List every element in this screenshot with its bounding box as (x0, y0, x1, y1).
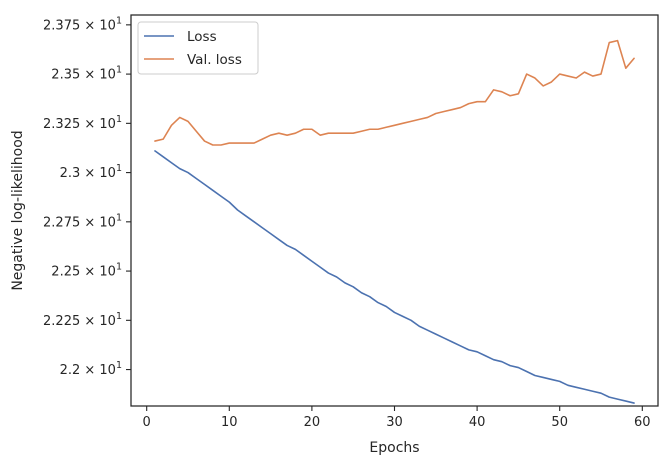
legend-box (137, 21, 259, 75)
y-tick-base: 10 (99, 117, 116, 132)
y-tick-label: 2.275 × 101 (43, 212, 122, 230)
y-tick-base: 10 (99, 314, 116, 329)
y-tick-exponent: 1 (116, 15, 122, 26)
y-tick-base: 10 (99, 363, 116, 378)
legend: Loss Val. loss (137, 21, 259, 75)
y-tick-base: 10 (99, 18, 116, 33)
y-tick-base: 10 (99, 68, 116, 83)
y-tick-times: × (84, 363, 99, 378)
series-line-val-loss (154, 39, 635, 146)
y-tick-times: × (84, 314, 99, 329)
series-line-loss (154, 150, 635, 404)
y-tick-label: 2.2 × 101 (60, 360, 122, 378)
x-tick-label: 20 (304, 415, 321, 430)
y-tick-exponent: 1 (116, 65, 122, 76)
y-tick-mantissa: 2.375 (43, 18, 84, 33)
y-tick-times: × (84, 18, 99, 33)
x-tick-label: 0 (143, 415, 151, 430)
y-tick-exponent: 1 (116, 311, 122, 322)
x-tick-label: 40 (469, 415, 486, 430)
y-tick-label: 2.375 × 101 (43, 15, 122, 33)
plot-frame (130, 14, 659, 407)
y-tick-mantissa: 2.275 (43, 215, 84, 230)
y-tick-label: 2.25 × 101 (51, 262, 122, 280)
y-tick-mantissa: 2.2 (60, 363, 85, 378)
series-layer (154, 39, 635, 404)
y-axis-label: Negative log-likelihood (10, 130, 26, 290)
y-tick-mantissa: 2.25 (51, 265, 84, 280)
y-tick-base: 10 (99, 215, 116, 230)
y-tick-times: × (84, 117, 99, 132)
x-axis-label: Epochs (369, 440, 419, 456)
y-tick-exponent: 1 (116, 163, 122, 174)
y-tick-exponent: 1 (116, 212, 122, 223)
y-tick-times: × (84, 265, 99, 280)
x-tick-label: 10 (221, 415, 238, 430)
x-tick-label: 50 (551, 415, 568, 430)
y-tick-exponent: 1 (116, 262, 122, 273)
y-tick-exponent: 1 (116, 360, 122, 371)
x-tick-label: 60 (634, 415, 651, 430)
legend-label-loss: Loss (187, 29, 217, 45)
y-tick-times: × (84, 166, 99, 181)
y-tick-label: 2.3 × 101 (60, 163, 122, 181)
y-tick-label: 2.325 × 101 (43, 114, 122, 132)
legend-label-val-loss: Val. loss (187, 52, 242, 68)
y-tick-label: 2.35 × 101 (51, 65, 122, 83)
y-tick-exponent: 1 (116, 114, 122, 125)
y-tick-mantissa: 2.325 (43, 117, 84, 132)
x-tick-label: 30 (386, 415, 403, 430)
y-tick-base: 10 (99, 166, 116, 181)
y-tick-mantissa: 2.3 (60, 166, 85, 181)
y-tick-mantissa: 2.35 (51, 68, 84, 83)
y-tick-base: 10 (99, 265, 116, 280)
y-tick-times: × (84, 68, 99, 83)
y-tick-mantissa: 2.225 (43, 314, 84, 329)
y-tick-times: × (84, 215, 99, 230)
y-tick-label: 2.225 × 101 (43, 311, 122, 329)
